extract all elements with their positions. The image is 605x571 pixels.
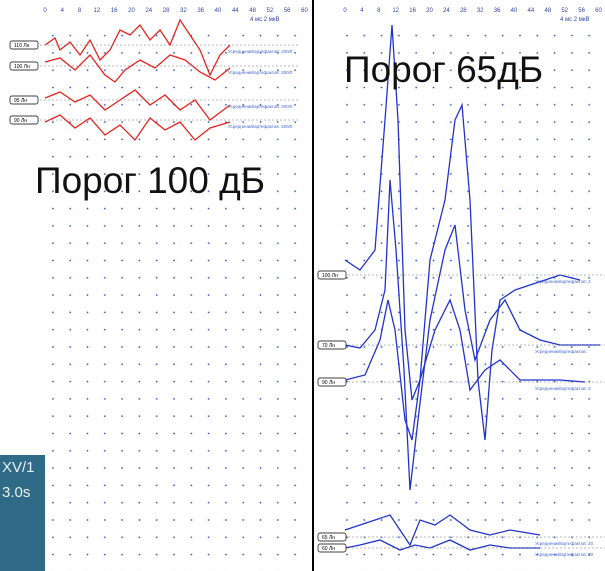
- trace-info: Усреднений/артефактов:: [535, 348, 587, 354]
- tick-label: 60: [301, 8, 308, 14]
- trace-label: 95 Лн: [14, 98, 27, 104]
- screenshot: XV/1 3.0s Порог 100 дБ Порог 65дБ 048121…: [0, 0, 605, 571]
- tick-label: 12: [94, 8, 101, 14]
- tick-label: 20: [128, 8, 135, 14]
- tick-label: 16: [409, 8, 416, 14]
- tick-label: 60: [595, 8, 602, 14]
- tick-label: 32: [477, 8, 484, 14]
- tick-label: 48: [544, 8, 551, 14]
- trace-label: 90 Лн: [322, 380, 335, 386]
- tick-label: 12: [392, 8, 399, 14]
- trace-label: 65 Лн: [322, 535, 335, 541]
- tick-label: 56: [284, 8, 291, 14]
- tick-label: 32: [180, 8, 187, 14]
- trace-info: Усреднений/артефактов: 20: [535, 540, 594, 546]
- window-text: 3.0s: [2, 484, 30, 501]
- tick-label: 44: [528, 8, 535, 14]
- tick-label: 52: [561, 8, 568, 14]
- trace-info: Усреднений/артефактов: 2: [535, 278, 591, 284]
- threshold: Порог 100 дБ: [35, 160, 265, 201]
- tick-label: 36: [494, 8, 501, 14]
- tick-label: 44: [232, 8, 239, 14]
- tick-label: 40: [215, 8, 222, 14]
- trace-info: Усреднений/артефактов: 200/0: [228, 103, 293, 109]
- tick-label: 56: [578, 8, 585, 14]
- trace-label: 110 Лн: [14, 43, 30, 49]
- trace-label: 70 Лн: [322, 343, 335, 349]
- tick-label: 20: [426, 8, 433, 14]
- trace-info: Усреднений/артефактов: 3: [535, 385, 591, 391]
- tick-label: 16: [111, 8, 118, 14]
- tick-label: 24: [443, 8, 450, 14]
- scale-label: 4 мс 2 мкВ: [560, 17, 590, 23]
- trace-info: Усреднений/артефактов: 200/0: [228, 123, 293, 129]
- trace-info: Усреднений/артефактов: 200/0: [228, 48, 293, 54]
- trace-label: 60 Лн: [322, 546, 335, 552]
- trace-info: Усреднений/артефактов: 20: [535, 551, 594, 557]
- threshold: Порог 65дБ: [344, 49, 543, 90]
- tick-label: 36: [197, 8, 204, 14]
- trace-info: Усреднений/артефактов: 200/0: [228, 69, 293, 75]
- trace-label: 100 Лн: [322, 273, 338, 279]
- tick-label: 24: [145, 8, 152, 14]
- trace-label: 90 Лн: [14, 118, 27, 124]
- scale-label: 4 мс 2 мкВ: [250, 17, 280, 23]
- tick-label: 52: [267, 8, 274, 14]
- trace-label: 100 Лн: [14, 64, 30, 70]
- tick-label: 28: [163, 8, 170, 14]
- tick-label: 48: [249, 8, 256, 14]
- window-text: XV/1: [2, 459, 35, 476]
- tick-label: 28: [460, 8, 467, 14]
- tick-label: 40: [511, 8, 518, 14]
